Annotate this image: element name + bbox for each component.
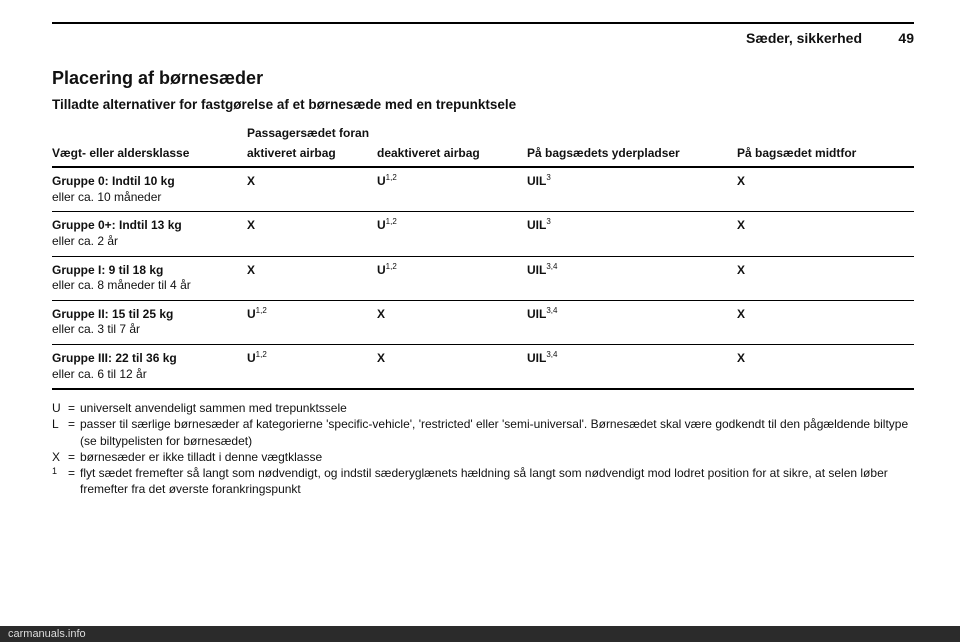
cell-airbag-on: X xyxy=(247,212,377,256)
legend-text-x: børnesæder er ikke tilladt i denne vægtk… xyxy=(80,449,914,465)
cell-rear-outer: UIL3,4 xyxy=(527,256,737,300)
cell-rear-outer: UIL3,4 xyxy=(527,300,737,344)
cell-airbag-on: X xyxy=(247,256,377,300)
cell-rear-outer: UIL3,4 xyxy=(527,344,737,389)
cell-rear-outer: UIL3 xyxy=(527,212,737,256)
subtitle: Tilladte alternativer for fastgørelse af… xyxy=(52,97,914,112)
cell-weight-class: Gruppe 0: Indtil 10 kgeller ca. 10 måned… xyxy=(52,167,247,212)
cell-weight-class: Gruppe III: 22 til 36 kgeller ca. 6 til … xyxy=(52,344,247,389)
table-row: Gruppe I: 9 til 18 kgeller ca. 8 måneder… xyxy=(52,256,914,300)
page-number: 49 xyxy=(890,30,914,46)
legend-text-u: universelt anvendeligt sammen med trepun… xyxy=(80,400,914,416)
page-header: Sæder, sikkerhed 49 xyxy=(52,30,914,46)
table-row: Gruppe III: 22 til 36 kgeller ca. 6 til … xyxy=(52,344,914,389)
cell-rear-outer: UIL3 xyxy=(527,167,737,212)
cell-weight-class: Gruppe I: 9 til 18 kgeller ca. 8 måneder… xyxy=(52,256,247,300)
table-row: Gruppe 0+: Indtil 13 kgeller ca. 2 årXU1… xyxy=(52,212,914,256)
cell-airbag-off: X xyxy=(377,300,527,344)
cell-weight-class: Gruppe 0+: Indtil 13 kgeller ca. 2 år xyxy=(52,212,247,256)
legend-eq: = xyxy=(68,400,80,416)
cell-airbag-off: X xyxy=(377,344,527,389)
legend: U = universelt anvendeligt sammen med tr… xyxy=(52,400,914,497)
cell-weight-class: Gruppe II: 15 til 25 kgeller ca. 3 til 7… xyxy=(52,300,247,344)
cell-rear-center: X xyxy=(737,167,914,212)
col-header-1: Vægt- eller aldersklasse xyxy=(52,142,247,168)
col-header-2: aktiveret airbag xyxy=(247,142,377,168)
main-title: Placering af børnesæder xyxy=(52,68,914,89)
legend-text-l: passer til særlige børnesæder af kategor… xyxy=(80,416,914,448)
child-seat-table: Passagersædet foran Vægt- eller alderskl… xyxy=(52,122,914,390)
col-header-4: På bagsædets yderpladser xyxy=(527,142,737,168)
cell-airbag-on: U1,2 xyxy=(247,344,377,389)
col-header-5: På bagsædet midtfor xyxy=(737,142,914,168)
legend-key-l: L xyxy=(52,416,68,448)
cell-airbag-on: U1,2 xyxy=(247,300,377,344)
table-row: Gruppe 0: Indtil 10 kgeller ca. 10 måned… xyxy=(52,167,914,212)
cell-rear-center: X xyxy=(737,300,914,344)
legend-eq: = xyxy=(68,449,80,465)
legend-key-u: U xyxy=(52,400,68,416)
cell-rear-center: X xyxy=(737,256,914,300)
cell-airbag-off: U1,2 xyxy=(377,256,527,300)
legend-key-x: X xyxy=(52,449,68,465)
table-row: Gruppe II: 15 til 25 kgeller ca. 3 til 7… xyxy=(52,300,914,344)
legend-eq: = xyxy=(68,465,80,497)
cell-airbag-off: U1,2 xyxy=(377,212,527,256)
legend-key-1: 1 xyxy=(52,465,68,497)
footer-watermark: carmanuals.info xyxy=(0,626,960,642)
section-title: Sæder, sikkerhed xyxy=(746,30,862,46)
cell-rear-center: X xyxy=(737,344,914,389)
cell-rear-center: X xyxy=(737,212,914,256)
legend-eq: = xyxy=(68,416,80,448)
cell-airbag-off: U1,2 xyxy=(377,167,527,212)
cell-airbag-on: X xyxy=(247,167,377,212)
col-span-header: Passagersædet foran xyxy=(247,122,527,142)
col-header-3: deaktiveret airbag xyxy=(377,142,527,168)
legend-text-1: flyt sædet fremefter så langt som nødven… xyxy=(80,465,914,497)
